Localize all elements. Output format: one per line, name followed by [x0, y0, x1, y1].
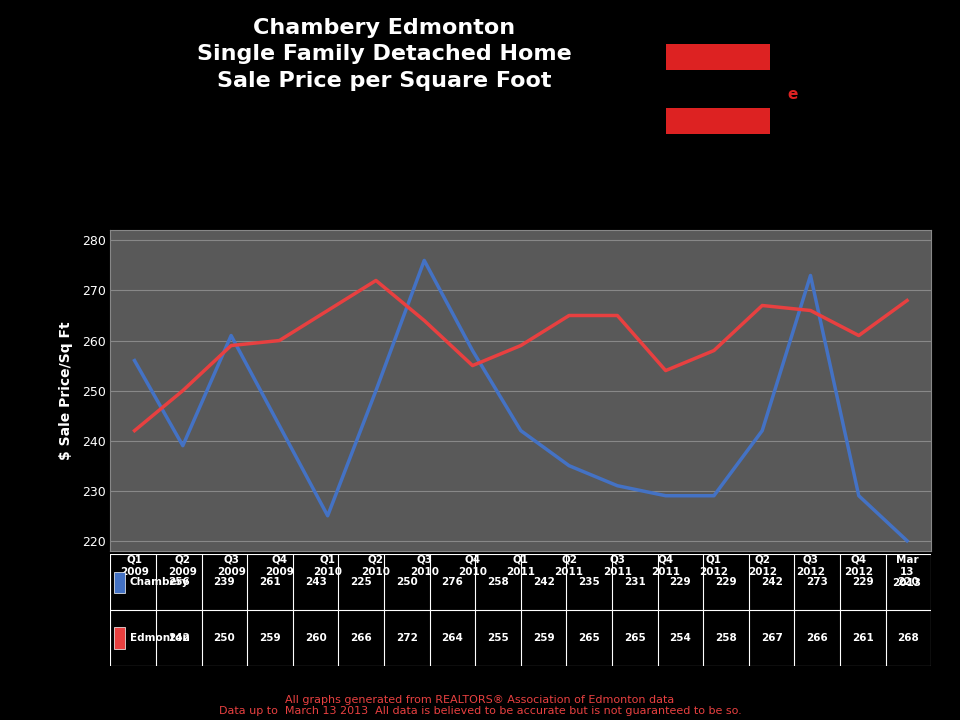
Text: 250: 250	[396, 577, 418, 588]
Text: 242: 242	[760, 577, 782, 588]
Text: 229: 229	[852, 577, 874, 588]
Text: 261: 261	[259, 577, 281, 588]
Text: 242: 242	[168, 633, 190, 643]
Text: PAGE: PAGE	[802, 86, 846, 102]
Text: 243: 243	[304, 577, 326, 588]
Text: 264: 264	[442, 633, 464, 643]
Text: 266: 266	[350, 633, 372, 643]
Text: 250: 250	[213, 633, 235, 643]
Text: 256: 256	[168, 577, 190, 588]
Text: ROYAL: ROYAL	[666, 86, 727, 102]
Text: 259: 259	[259, 633, 281, 643]
Text: L: L	[771, 86, 780, 102]
Bar	[114, 572, 126, 593]
Text: Chambery Edmonton
Single Family Detached Home
Sale Price per Square Foot: Chambery Edmonton Single Family Detached…	[197, 18, 571, 91]
Text: 225: 225	[350, 577, 372, 588]
Text: 231: 231	[624, 577, 646, 588]
Text: 242: 242	[533, 577, 555, 588]
Text: 273: 273	[806, 577, 828, 588]
Text: 254: 254	[669, 633, 691, 643]
Text: 239: 239	[213, 577, 235, 588]
Text: 267: 267	[760, 633, 782, 643]
Text: 229: 229	[669, 577, 691, 588]
Text: www.JasonThomas.ca: www.JasonThomas.ca	[738, 151, 851, 161]
Text: 229: 229	[715, 577, 737, 588]
Y-axis label: $ Sale Price/Sq Ft: $ Sale Price/Sq Ft	[60, 321, 73, 460]
Text: 268: 268	[898, 633, 920, 643]
Bar	[114, 628, 126, 649]
Text: 235: 235	[578, 577, 600, 588]
Text: 272: 272	[396, 633, 418, 643]
Text: e: e	[787, 86, 798, 102]
Bar	[666, 44, 770, 70]
Text: 266: 266	[806, 633, 828, 643]
Text: 258: 258	[487, 577, 509, 588]
Text: 259: 259	[533, 633, 555, 643]
Text: 260: 260	[304, 633, 326, 643]
Text: All graphs generated from REALTORS® Association of Edmonton data
Data up to  Mar: All graphs generated from REALTORS® Asso…	[219, 695, 741, 716]
Text: 255: 255	[487, 633, 509, 643]
Text: Edmonton: Edmonton	[130, 633, 189, 643]
Text: 265: 265	[578, 633, 600, 643]
Bar	[666, 108, 770, 134]
Text: 258: 258	[715, 633, 737, 643]
Text: Chambery: Chambery	[130, 577, 189, 588]
Text: 265: 265	[624, 633, 646, 643]
Text: 261: 261	[852, 633, 874, 643]
Text: 276: 276	[442, 577, 464, 588]
Text: 220: 220	[898, 577, 920, 588]
